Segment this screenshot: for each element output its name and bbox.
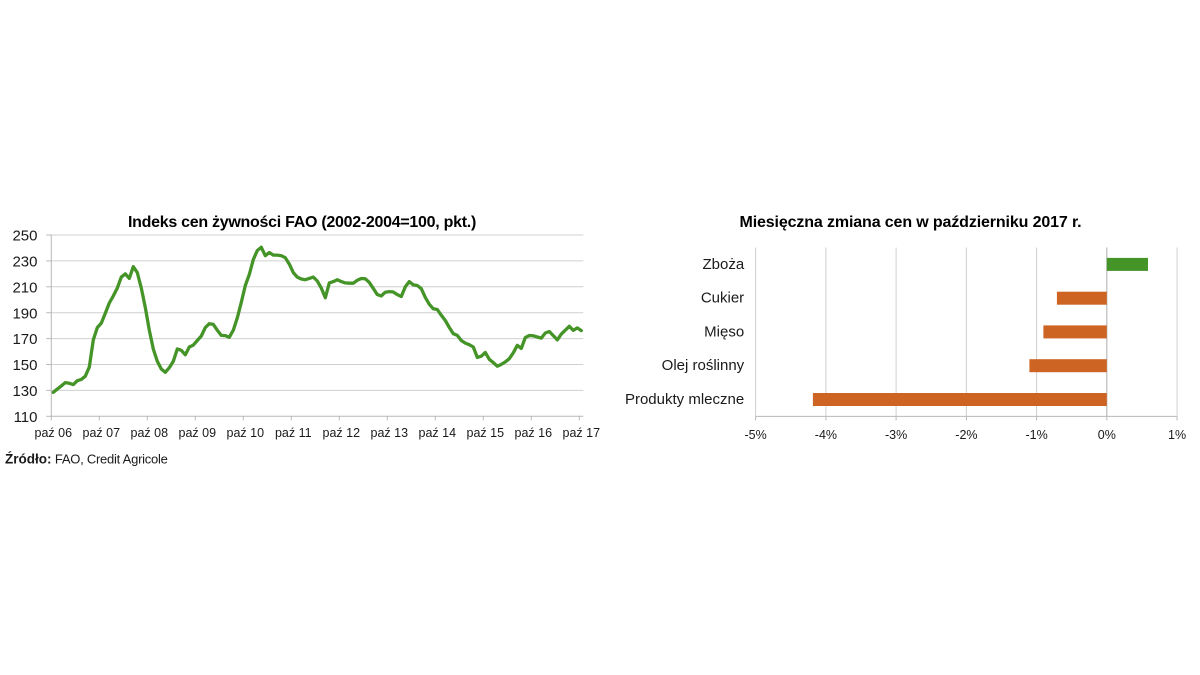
svg-text:190: 190	[12, 305, 37, 322]
svg-text:paź 10: paź 10	[227, 426, 265, 440]
svg-text:Indeks cen żywności FAO (2002-: Indeks cen żywności FAO (2002-2004=100, …	[128, 214, 476, 231]
svg-text:-4%: -4%	[815, 428, 837, 442]
svg-text:paź 17: paź 17	[563, 426, 601, 440]
svg-text:170: 170	[12, 331, 37, 348]
svg-text:paź 09: paź 09	[179, 426, 217, 440]
svg-text:-5%: -5%	[744, 428, 766, 442]
svg-text:paź 13: paź 13	[371, 426, 409, 440]
svg-text:210: 210	[12, 279, 37, 296]
svg-text:paź 08: paź 08	[131, 426, 169, 440]
svg-text:-3%: -3%	[885, 428, 907, 442]
svg-text:paź 11: paź 11	[275, 426, 312, 440]
svg-text:paź 15: paź 15	[467, 426, 505, 440]
svg-text:Produkty mleczne: Produkty mleczne	[625, 391, 744, 408]
svg-text:paź 16: paź 16	[515, 426, 553, 440]
svg-text:paź 12: paź 12	[323, 426, 361, 440]
svg-text:Miesięczna zmiana cen w paździ: Miesięczna zmiana cen w październiku 201…	[740, 214, 1082, 231]
svg-text:Olej roślinny: Olej roślinny	[662, 357, 745, 374]
svg-text:230: 230	[12, 254, 37, 271]
svg-text:0%: 0%	[1098, 428, 1116, 442]
svg-text:Źródło: FAO, Credit Agricole: Źródło: FAO, Credit Agricole	[5, 452, 168, 467]
svg-text:Cukier: Cukier	[701, 290, 744, 307]
svg-text:paź 14: paź 14	[419, 426, 457, 440]
svg-text:paź 06: paź 06	[35, 426, 73, 440]
svg-text:Mięso: Mięso	[704, 323, 744, 340]
svg-text:1%: 1%	[1168, 428, 1186, 442]
svg-text:250: 250	[12, 228, 37, 245]
svg-text:paź 07: paź 07	[83, 426, 121, 440]
svg-text:-1%: -1%	[1025, 428, 1047, 442]
svg-text:-2%: -2%	[955, 428, 977, 442]
svg-text:150: 150	[12, 357, 37, 374]
svg-text:Zboża: Zboża	[702, 256, 744, 273]
svg-text:110: 110	[14, 409, 38, 426]
svg-text:130: 130	[12, 383, 37, 400]
